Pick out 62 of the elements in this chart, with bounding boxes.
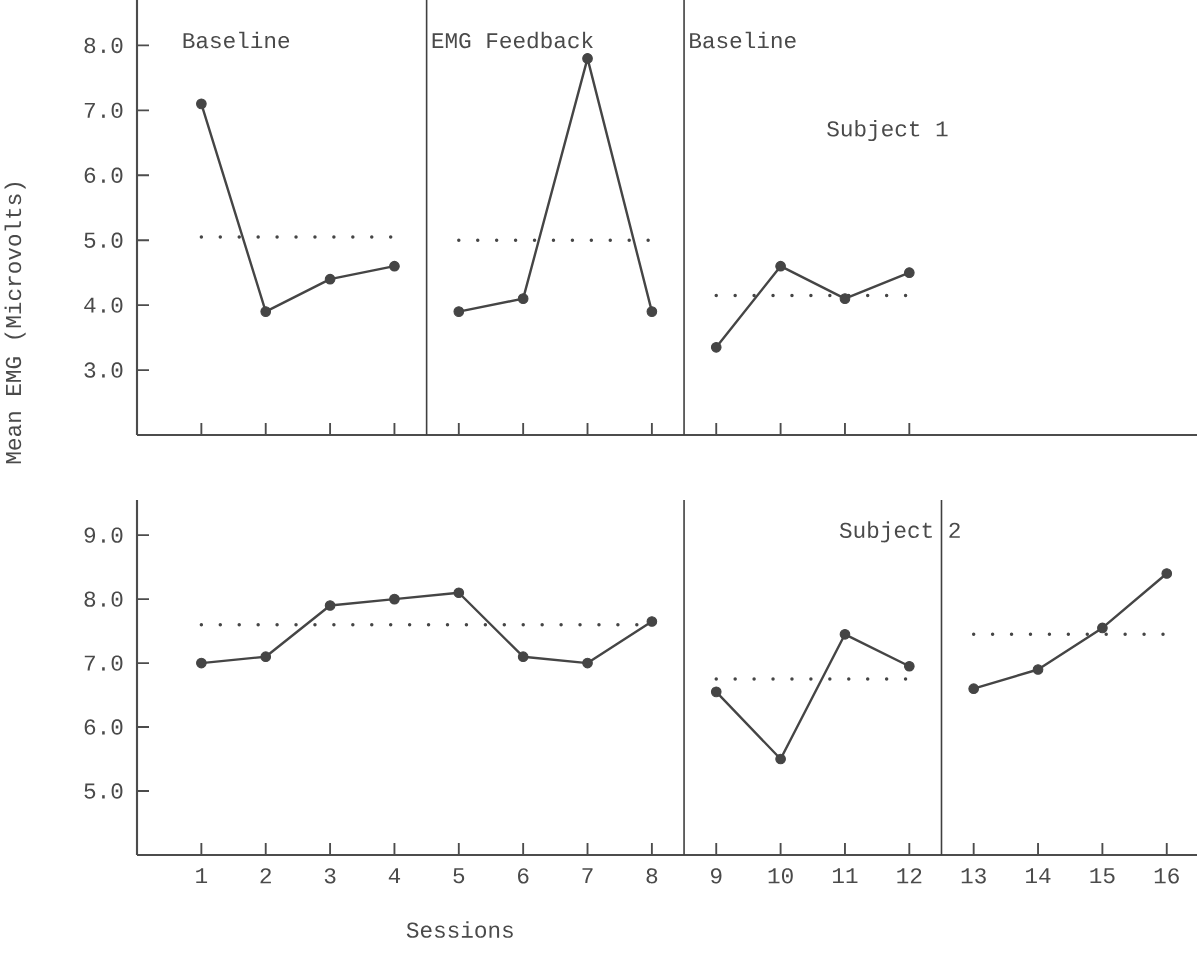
point: [517, 293, 529, 304]
point: [260, 306, 272, 317]
point: [1161, 568, 1173, 579]
point: [646, 306, 658, 317]
point: [646, 616, 658, 627]
y-tick-label: 5.0: [84, 232, 123, 248]
y-axis-title: Mean EMG (Microvolts): [4, 182, 26, 464]
x-tick-label: 14: [1026, 868, 1051, 884]
point: [389, 593, 400, 605]
point: [260, 651, 272, 663]
point: [389, 260, 400, 272]
annotation: Subject 2: [839, 521, 960, 543]
y-tick-label: 7.0: [84, 655, 123, 671]
annotation: Baseline: [183, 31, 290, 49]
point: [775, 753, 786, 765]
point: [1032, 664, 1044, 675]
point: [775, 260, 786, 272]
x-tick-label: 11: [832, 868, 858, 884]
x-tick-label: 13: [961, 868, 986, 884]
x-tick-label: 12: [897, 868, 922, 884]
point: [710, 342, 722, 353]
y-tick-label: 3.0: [84, 362, 123, 378]
ref-line-label: EMG Feedback: [432, 31, 593, 49]
x-tick-label: 10: [768, 868, 793, 884]
point: [582, 53, 593, 64]
x-tick-label: 5: [453, 868, 465, 884]
y-tick-label: 6.0: [84, 719, 123, 735]
x-tick-label: 16: [1154, 868, 1179, 884]
x-axis-title: Sessions: [406, 921, 513, 938]
ref-line-label: Baseline: [690, 31, 796, 49]
x-tick-label: 1: [196, 868, 208, 884]
point: [839, 628, 851, 640]
x-tick-label: 3: [324, 868, 336, 884]
point: [1097, 622, 1108, 634]
x-tick-label: 7: [582, 868, 593, 884]
point: [903, 660, 915, 672]
point: [453, 306, 465, 317]
point: [324, 273, 336, 285]
y-tick-label: 8.0: [84, 37, 123, 54]
point: [903, 267, 915, 279]
point: [324, 600, 336, 611]
point: [196, 98, 207, 110]
point: [710, 686, 722, 698]
point: [968, 683, 980, 695]
point: [582, 657, 593, 669]
y-tick-label: 7.0: [84, 102, 123, 119]
y-tick-label: 9.0: [84, 527, 123, 543]
point: [453, 587, 465, 599]
point: [517, 651, 529, 663]
y-tick-label: 8.0: [84, 591, 123, 607]
x-tick-label: 6: [518, 868, 529, 884]
point: [196, 657, 207, 669]
x-tick-label: 15: [1090, 868, 1115, 884]
annotation: Subject 1: [827, 119, 948, 142]
y-tick-label: 6.0: [84, 167, 123, 183]
x-tick-label: 2: [260, 868, 271, 884]
x-tick-label: 9: [711, 868, 722, 884]
x-tick-label: 4: [388, 868, 401, 884]
y-tick-label: 5.0: [84, 783, 123, 799]
point: [839, 293, 851, 304]
x-tick-label: 8: [646, 868, 658, 884]
y-tick-label: 4.0: [84, 297, 123, 313]
